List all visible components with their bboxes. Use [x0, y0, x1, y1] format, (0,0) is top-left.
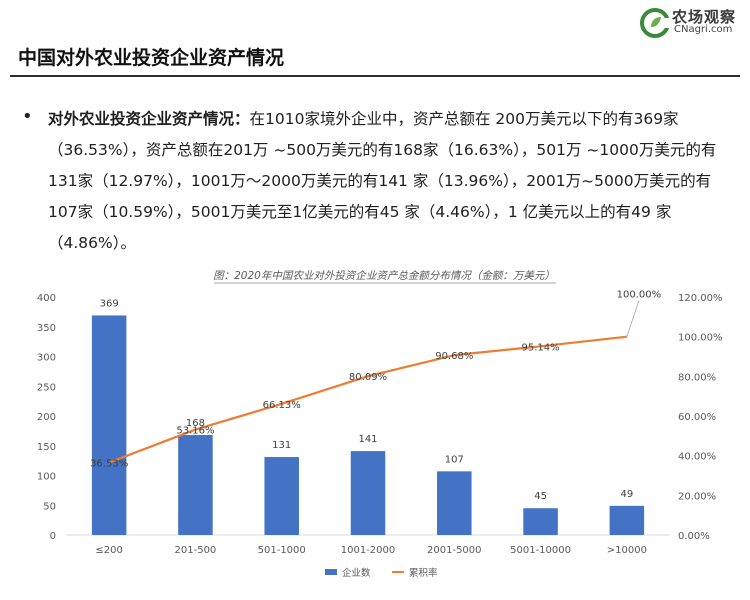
bar-value-label: 131 [272, 440, 291, 451]
y-left-tick-label: 150 [37, 442, 56, 453]
bar-value-label: 107 [445, 454, 464, 465]
line-value-label: 80.09% [349, 372, 387, 383]
bullet-label: 对外农业投资企业资产情况： [48, 110, 250, 128]
x-tick-label: >10000 [607, 545, 647, 556]
line-value-label: 53.16% [176, 426, 214, 437]
bar-5001-10000 [523, 508, 558, 535]
legend-bar-label: 企业数 [342, 567, 371, 579]
bar-201-500 [178, 435, 213, 535]
bar-2001-5000 [437, 471, 472, 535]
bar-value-label: 369 [100, 298, 119, 309]
bar-value-label: 168 [186, 418, 205, 429]
x-tick-label: 2001-5000 [427, 545, 482, 556]
cumulative-rate-line [108, 335, 627, 464]
x-tick-label: 5001-10000 [510, 545, 571, 556]
bar->10000 [609, 505, 645, 535]
bar-501-1000 [264, 457, 299, 535]
y-left-tick-label: 400 [37, 293, 56, 304]
line-value-label: 66.13% [263, 400, 301, 411]
leaf-logo-icon [640, 8, 670, 38]
y-left-tick-label: 350 [37, 323, 56, 334]
y-right-tick-label: 80.00% [678, 372, 716, 383]
legend-bar-swatch [325, 569, 337, 575]
bar-value-label: 141 [358, 434, 377, 445]
line-value-label: 36.53% [90, 459, 128, 470]
bullet-paragraph: 对外农业投资企业资产情况：在1010家境外企业中，资产总额在 200万美元以下的… [48, 104, 728, 259]
y-left-tick-label: 200 [37, 412, 56, 423]
bar-≤200 [91, 315, 127, 535]
line-value-label: 95.14% [522, 342, 560, 353]
cnagri-logo: 农场观察 CNagri.com [640, 6, 745, 40]
y-right-tick-label: 0.00% [678, 531, 710, 542]
bar-1001-2000 [350, 451, 386, 535]
y-right-tick-label: 40.00% [678, 452, 716, 463]
x-tick-label: ≤200 [95, 545, 122, 556]
y-left-tick-label: 100 [37, 472, 56, 483]
bar-value-label: 49 [620, 489, 633, 500]
y-right-tick-label: 20.00% [678, 491, 716, 502]
y-left-tick-label: 50 [43, 501, 56, 512]
logo-cn-text: 农场观察 [672, 8, 737, 26]
title-divider [10, 75, 740, 77]
x-tick-label: 1001-2000 [341, 545, 396, 556]
bullet-icon: • [22, 106, 33, 127]
chart-title: 图：2020年中国农业对外投资企业资产总金额分布情况（金额：万美元） [213, 270, 555, 282]
y-left-tick-label: 300 [37, 353, 56, 364]
line-label-leader [626, 300, 640, 337]
bullet-text: 在1010家境外企业中，资产总额在 200万美元以下的有369家（36.53%）… [48, 110, 717, 252]
y-left-tick-label: 0 [50, 531, 56, 542]
x-tick-label: 201-500 [175, 545, 217, 556]
y-left-tick-label: 250 [37, 382, 56, 393]
asset-distribution-chart: 图：2020年中国农业对外投资企业资产总金额分布情况（金额：万美元） 369 16… [37, 270, 723, 579]
y-right-tick-label: 60.00% [678, 412, 716, 423]
page-title: 中国对外农业投资企业资产情况 [18, 47, 285, 69]
logo-en-text: CNagri.com [674, 24, 733, 35]
bar-value-label: 45 [534, 491, 547, 502]
line-value-label: 100.00% [617, 290, 662, 301]
y-right-tick-label: 100.00% [678, 333, 723, 344]
x-tick-label: 501-1000 [258, 545, 306, 556]
legend-line-label: 累积率 [409, 567, 438, 579]
line-value-label: 90.68% [435, 351, 473, 362]
y-right-tick-label: 120.00% [678, 293, 723, 304]
